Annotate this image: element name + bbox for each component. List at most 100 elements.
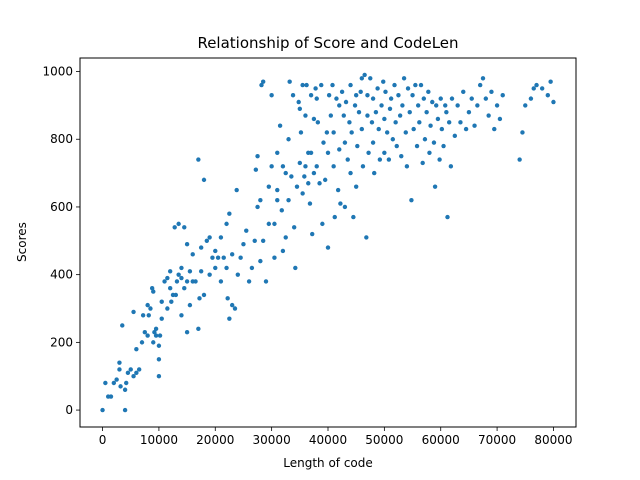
- scatter-point: [165, 306, 170, 311]
- scatter-point: [410, 93, 415, 98]
- scatter-point: [334, 96, 339, 101]
- scatter-point: [169, 299, 174, 304]
- scatter-point: [356, 109, 362, 115]
- scatter-point: [494, 103, 500, 108]
- scatter-point: [394, 143, 399, 149]
- scatter-point: [372, 170, 377, 176]
- x-tick-label: 20000: [196, 433, 234, 447]
- x-tick-label: 80000: [534, 433, 572, 447]
- scatter-point: [489, 89, 494, 95]
- scatter-point: [198, 245, 204, 250]
- scatter-point: [307, 201, 313, 206]
- scatter-point: [272, 221, 277, 227]
- scatter-point: [174, 279, 180, 284]
- chart-title: Relationship of Score and CodeLen: [197, 34, 458, 52]
- scatter-point: [337, 147, 342, 152]
- scatter-point: [328, 113, 334, 118]
- scatter-point: [306, 181, 311, 186]
- scatter-point: [396, 93, 401, 98]
- scatter-point: [269, 164, 274, 169]
- scatter-point: [475, 103, 480, 108]
- scatter-point: [275, 187, 280, 193]
- scatter-point: [528, 96, 534, 101]
- x-tick-label: 10000: [140, 433, 178, 447]
- scatter-point: [153, 333, 159, 338]
- scatter-point: [431, 140, 437, 145]
- scatter-point: [428, 123, 433, 128]
- scatter-point: [548, 79, 553, 84]
- scatter-point: [277, 123, 283, 128]
- scatter-point: [120, 323, 125, 328]
- plot-area-frame: [79, 57, 577, 428]
- scatter-point: [286, 197, 291, 203]
- scatter-point: [411, 126, 416, 132]
- scatter-point: [184, 279, 190, 284]
- scatter-point: [196, 326, 201, 332]
- scatter-point: [381, 79, 386, 84]
- scatter-point: [266, 184, 272, 189]
- scatter-point: [297, 160, 303, 166]
- scatter-point: [146, 313, 151, 318]
- scatter-point: [399, 153, 404, 159]
- scatter-point: [365, 113, 370, 118]
- scatter-point: [520, 130, 525, 135]
- scatter-point: [151, 340, 156, 345]
- scatter-point: [308, 150, 314, 155]
- scatter-point: [383, 89, 388, 95]
- y-axis-ticks: 0 200 400 600 800 1000: [42, 65, 80, 417]
- scatter-point: [258, 197, 263, 203]
- scatter-point: [213, 265, 218, 271]
- scatter-point: [184, 330, 190, 335]
- scatter-point: [142, 330, 148, 335]
- scatter-point: [446, 120, 452, 125]
- scatter-point: [420, 160, 425, 166]
- scatter-point: [176, 221, 181, 227]
- scatter-point: [235, 272, 241, 277]
- scatter-point: [139, 340, 145, 345]
- scatter-point: [362, 72, 367, 78]
- scatter-point: [224, 265, 229, 271]
- scatter-point: [227, 316, 232, 321]
- scatter-point: [382, 150, 387, 155]
- scatter-point: [182, 225, 187, 230]
- x-tick-label: 50000: [365, 433, 403, 447]
- scatter-point: [162, 279, 167, 284]
- scatter-point: [167, 269, 173, 274]
- scatter-point: [407, 109, 412, 115]
- scatter-point: [405, 86, 411, 91]
- x-axis-ticks: 0 10000 20000 30000 40000 50000 60000 70000 8000…: [99, 427, 573, 447]
- y-tick-label: 800: [50, 132, 73, 146]
- scatter-point: [370, 140, 376, 145]
- scatter-point: [311, 116, 317, 122]
- scatter-point: [500, 93, 505, 98]
- scatter-point: [224, 221, 229, 227]
- scatter-point: [213, 248, 218, 254]
- y-tick-label: 400: [50, 268, 73, 282]
- scatter-point: [427, 150, 432, 155]
- scatter-point: [347, 120, 352, 125]
- scatter-point: [157, 333, 163, 338]
- scatter-point: [345, 157, 350, 162]
- y-tick-label: 1000: [42, 65, 73, 79]
- scatter-point: [122, 407, 128, 413]
- scatter-point: [234, 187, 239, 193]
- scatter-point: [341, 113, 346, 118]
- scatter-point: [159, 299, 164, 304]
- scatter-point: [244, 228, 249, 233]
- scatter-point: [215, 255, 221, 260]
- scatter-point: [404, 164, 410, 169]
- scatter-point: [443, 103, 448, 108]
- scatter-point: [390, 137, 396, 142]
- scatter-point: [352, 103, 358, 108]
- scatter-point: [486, 113, 491, 118]
- scatter-point: [190, 252, 195, 257]
- scatter-point: [193, 279, 198, 284]
- scatter-point: [302, 174, 307, 179]
- scatter-point: [359, 76, 365, 81]
- scatter-point: [441, 143, 446, 149]
- scatter-point: [238, 255, 243, 260]
- scatter-point: [134, 370, 139, 376]
- scatter-point: [331, 130, 336, 135]
- scatter-point: [388, 96, 394, 101]
- scatter-point: [176, 272, 181, 277]
